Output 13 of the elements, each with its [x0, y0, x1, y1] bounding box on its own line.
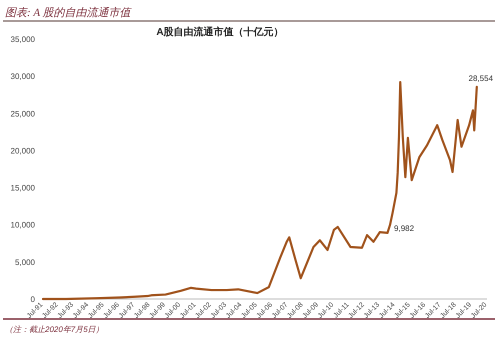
y-tick-label: 15,000 [10, 184, 36, 193]
text: （注：截止2020年7月5日） [5, 325, 104, 334]
chart-title: A股自由流通市值（十亿元） [156, 26, 284, 38]
y-tick-label: 20,000 [10, 146, 36, 156]
y-tick-label: 35,000 [10, 35, 36, 44]
y-tick-label: 10,000 [10, 220, 36, 230]
y-tick-label: 30,000 [10, 72, 36, 82]
y-tick-label: 0 [30, 295, 36, 304]
y-tick-label: 5,000 [14, 258, 36, 267]
subtitle: 图表: A 股的自由流通市值 [5, 7, 131, 19]
annotation: 28,554 [468, 74, 494, 83]
y-tick-label: 25,000 [10, 109, 36, 118]
annotation: 9,982 [394, 224, 415, 233]
